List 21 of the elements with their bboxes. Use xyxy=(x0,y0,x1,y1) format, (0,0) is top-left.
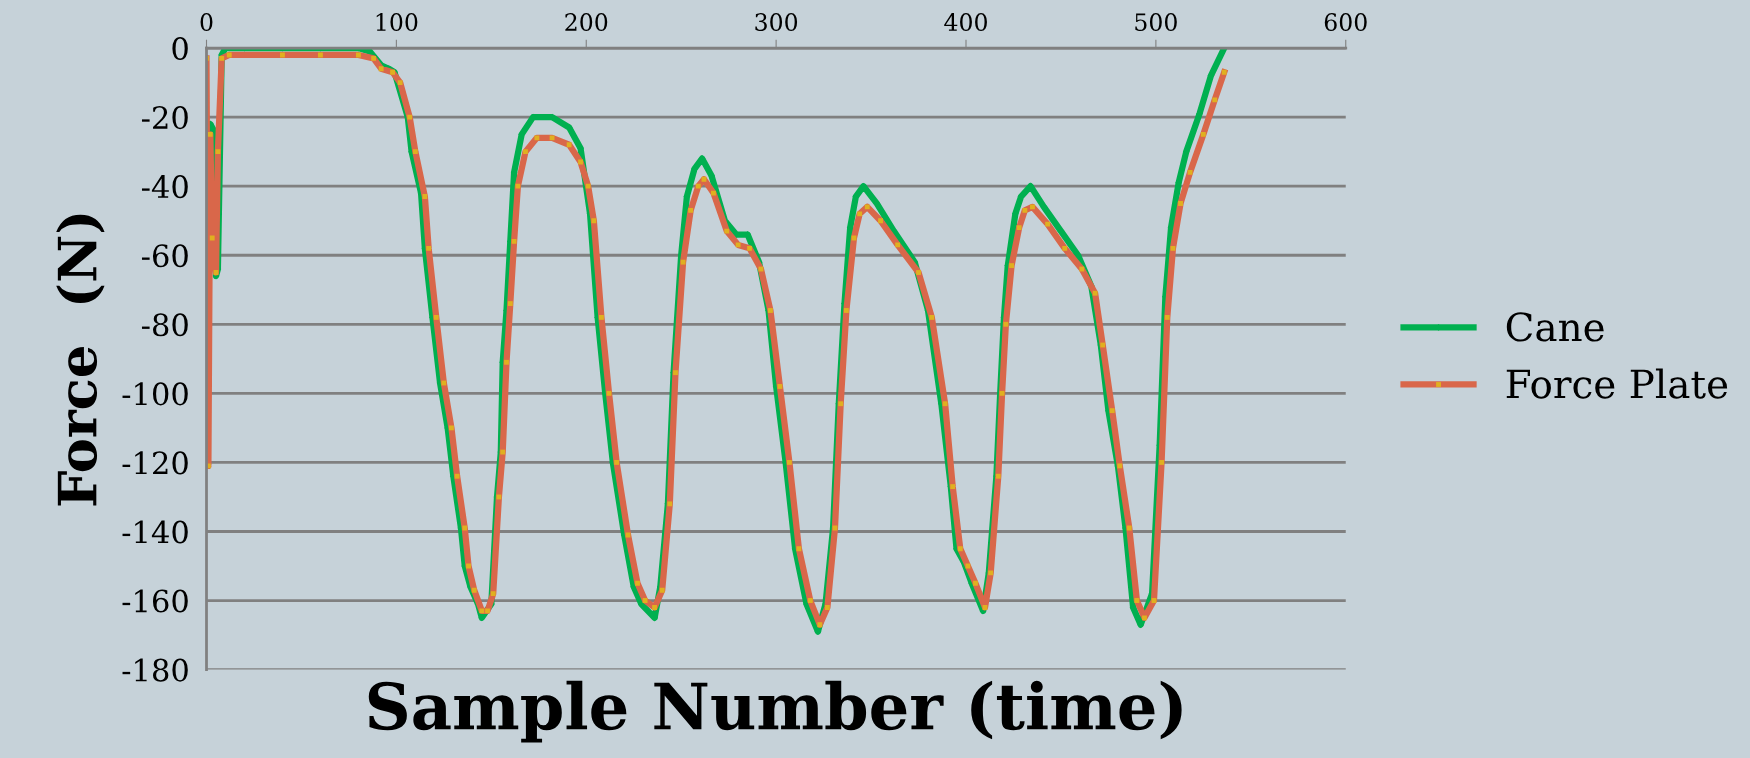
legend-label: Force Plate xyxy=(1506,368,1728,399)
y-tick-label: -180 xyxy=(122,658,188,682)
x-axis-title: Sample Number (time) xyxy=(368,680,1182,743)
y-tick-label: -60 xyxy=(141,244,188,268)
x-tick-label: 100 xyxy=(376,13,418,31)
y-tick-label: -20 xyxy=(141,106,188,130)
y-tick-label: -120 xyxy=(122,451,188,475)
y-tick-label: -80 xyxy=(141,313,188,337)
y-axis-title: Force (N) xyxy=(56,214,105,506)
x-tick-label: 500 xyxy=(1135,13,1177,31)
legend-label: Cane xyxy=(1506,312,1604,342)
y-tick-label: -40 xyxy=(141,175,188,199)
x-tick-label: 400 xyxy=(944,13,987,31)
x-tick-label: 300 xyxy=(755,13,798,31)
y-tick-label: -100 xyxy=(122,382,188,406)
y-tick-label: -160 xyxy=(122,589,188,613)
x-tick-label: 0 xyxy=(200,13,213,31)
y-tick-label: -140 xyxy=(122,520,188,544)
x-tick-label: 200 xyxy=(565,13,608,31)
y-tick-label: 0 xyxy=(172,36,188,61)
x-tick-label: 600 xyxy=(1324,13,1367,31)
